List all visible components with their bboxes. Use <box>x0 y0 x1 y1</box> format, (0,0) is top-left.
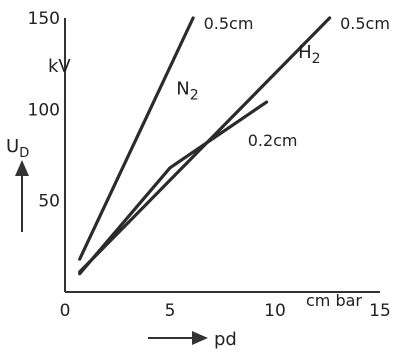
tick-labels: 0 5 10 15 50 100 150 <box>28 9 391 321</box>
y-axis-label: UD <box>6 136 29 161</box>
series-name-label: H2 <box>298 42 320 67</box>
x-tick-label: 15 <box>369 301 391 321</box>
series-name-label: N2 <box>176 79 198 104</box>
y-unit-label: kV <box>48 56 71 77</box>
series-name-main: H <box>298 42 312 63</box>
y-tick-label: 100 <box>28 100 60 120</box>
x-tick-label: 5 <box>165 301 176 321</box>
axes <box>64 18 380 293</box>
y-tick-label: 150 <box>28 9 60 29</box>
y-arrow <box>15 160 29 232</box>
series-name-main: N <box>176 79 189 100</box>
gap-label: 0.2cm <box>248 131 298 150</box>
x-arrow <box>148 331 208 345</box>
x-tick-label: 10 <box>264 301 286 321</box>
y-label-main: U <box>6 136 19 157</box>
series-line <box>78 100 269 276</box>
series-name-sub: 2 <box>312 51 321 67</box>
gap-label: 0.5cm <box>340 14 390 33</box>
x-axis-label: pd <box>214 329 237 350</box>
series-name-sub: 2 <box>190 88 199 104</box>
gap-label: 0.5cm <box>204 14 254 33</box>
series-line <box>78 16 195 261</box>
y-label-sub: D <box>19 146 29 161</box>
x-unit-label: cm bar <box>306 291 362 310</box>
x-tick-label: 0 <box>60 301 71 321</box>
svg-text:UD: UD <box>6 136 29 161</box>
y-tick-label: 50 <box>38 192 60 212</box>
